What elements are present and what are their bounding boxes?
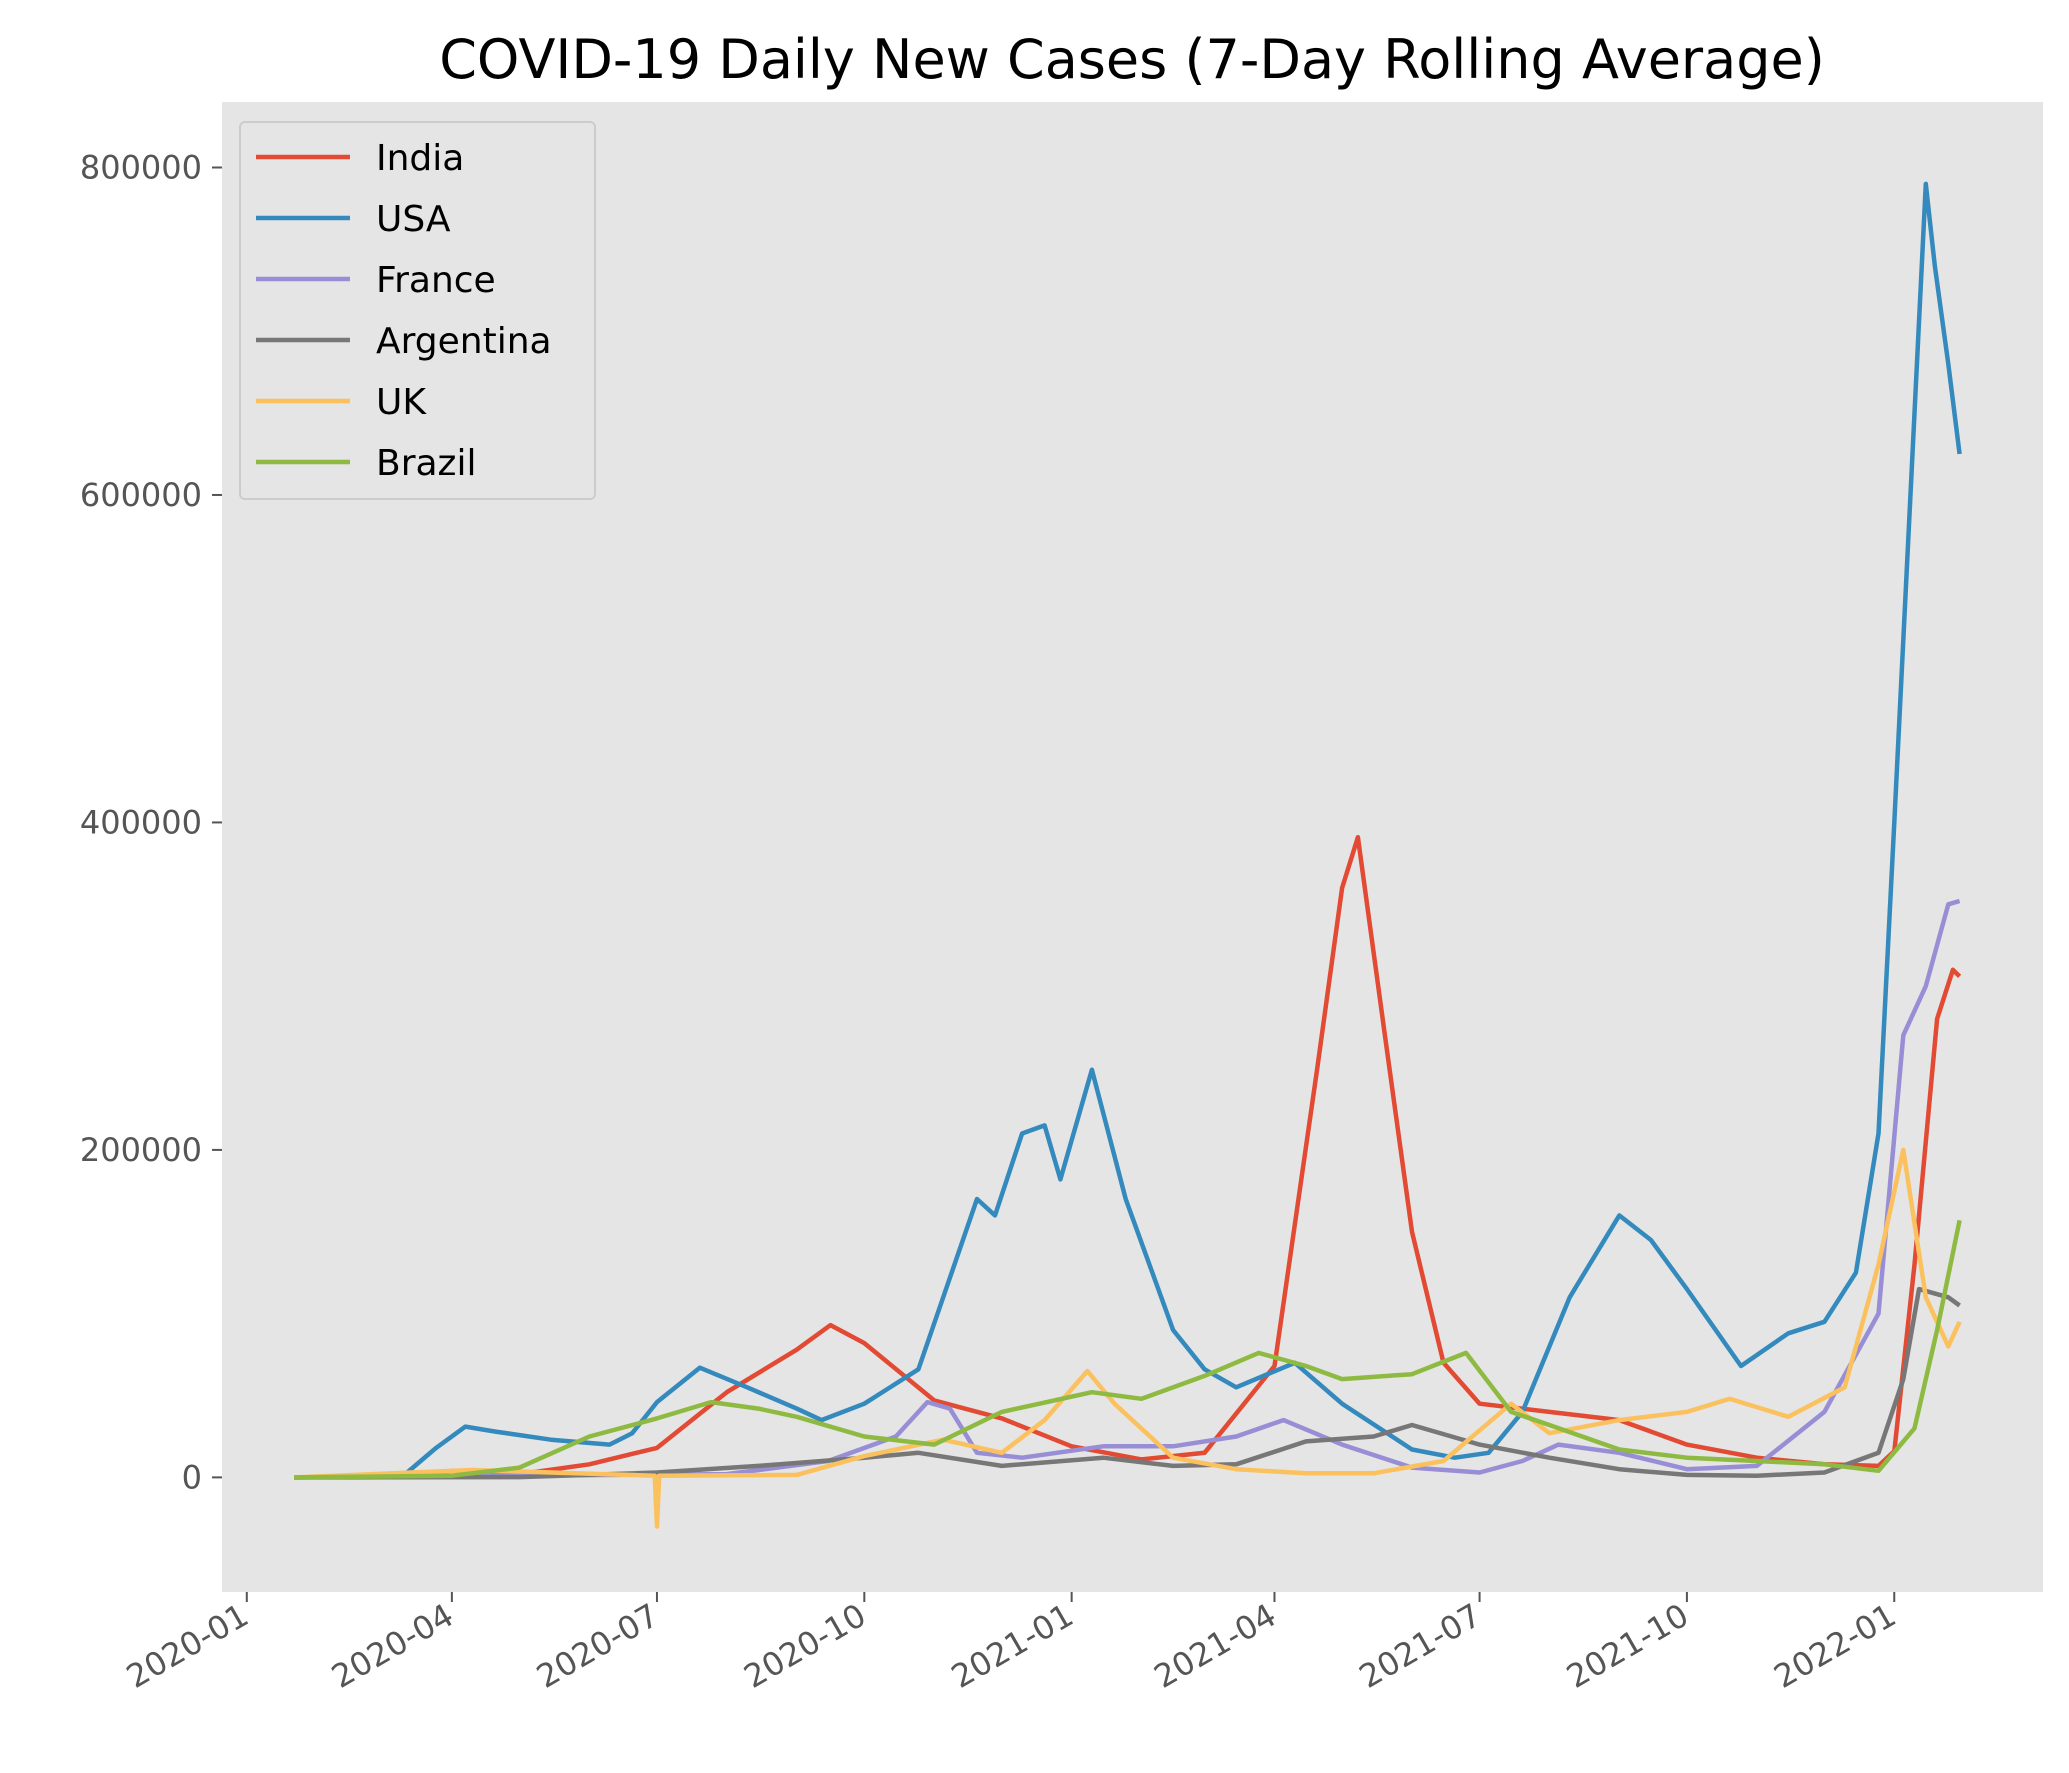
legend-label-uk: UK — [376, 382, 427, 423]
x-tick-label: 2020-04 — [325, 1596, 460, 1696]
series-layer — [294, 181, 1962, 1529]
y-tick-label: 800000 — [80, 148, 202, 186]
x-tick-label: 2020-01 — [120, 1596, 255, 1696]
y-tick-label: 600000 — [80, 476, 202, 514]
legend-label-brazil: Brazil — [376, 443, 476, 484]
series-line-uk — [294, 1147, 1962, 1529]
legend-label-argentina: Argentina — [376, 321, 552, 362]
x-tick-label: 2021-10 — [1560, 1596, 1695, 1696]
x-tick-label: 2020-07 — [530, 1596, 665, 1696]
legend-label-india: India — [376, 138, 464, 179]
x-tick-label: 2022-01 — [1767, 1596, 1902, 1696]
y-tick-label: 200000 — [80, 1131, 202, 1169]
x-tick-label: 2021-01 — [945, 1596, 1080, 1696]
x-tick-label: 2021-04 — [1148, 1596, 1283, 1696]
legend-label-france: France — [376, 260, 496, 301]
legend-label-usa: USA — [376, 199, 451, 240]
legend: India USA France Argentina UK Brazil — [239, 121, 596, 500]
y-axis: 0 200000 400000 600000 800000 — [80, 148, 222, 1496]
x-tick-label: 2020-10 — [738, 1596, 873, 1696]
x-axis: 2020-01 2020-04 2020-07 2020-10 2021-01 2021-… — [120, 1592, 1902, 1696]
y-tick-label: 400000 — [80, 803, 202, 841]
chart-title: COVID-19 Daily New Cases (7-Day Rolling … — [439, 28, 1825, 91]
series-line-india — [294, 834, 1962, 1480]
x-tick-label: 2021-07 — [1353, 1596, 1488, 1696]
series-line-brazil — [294, 1219, 1962, 1480]
series-line-usa — [294, 181, 1962, 1480]
y-tick-label: 0 — [182, 1458, 202, 1496]
